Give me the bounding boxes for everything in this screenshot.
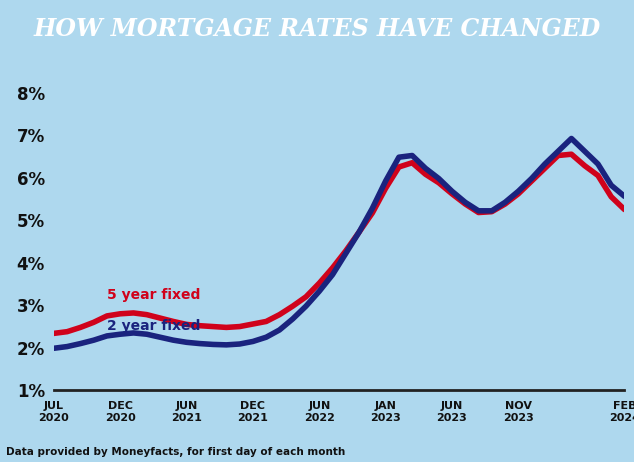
Text: HOW MORTGAGE RATES HAVE CHANGED: HOW MORTGAGE RATES HAVE CHANGED bbox=[34, 17, 600, 41]
Text: Data provided by Moneyfacts, for first day of each month: Data provided by Moneyfacts, for first d… bbox=[6, 447, 346, 457]
Text: 2 year fixed: 2 year fixed bbox=[107, 319, 200, 333]
Text: 5 year fixed: 5 year fixed bbox=[107, 288, 200, 302]
